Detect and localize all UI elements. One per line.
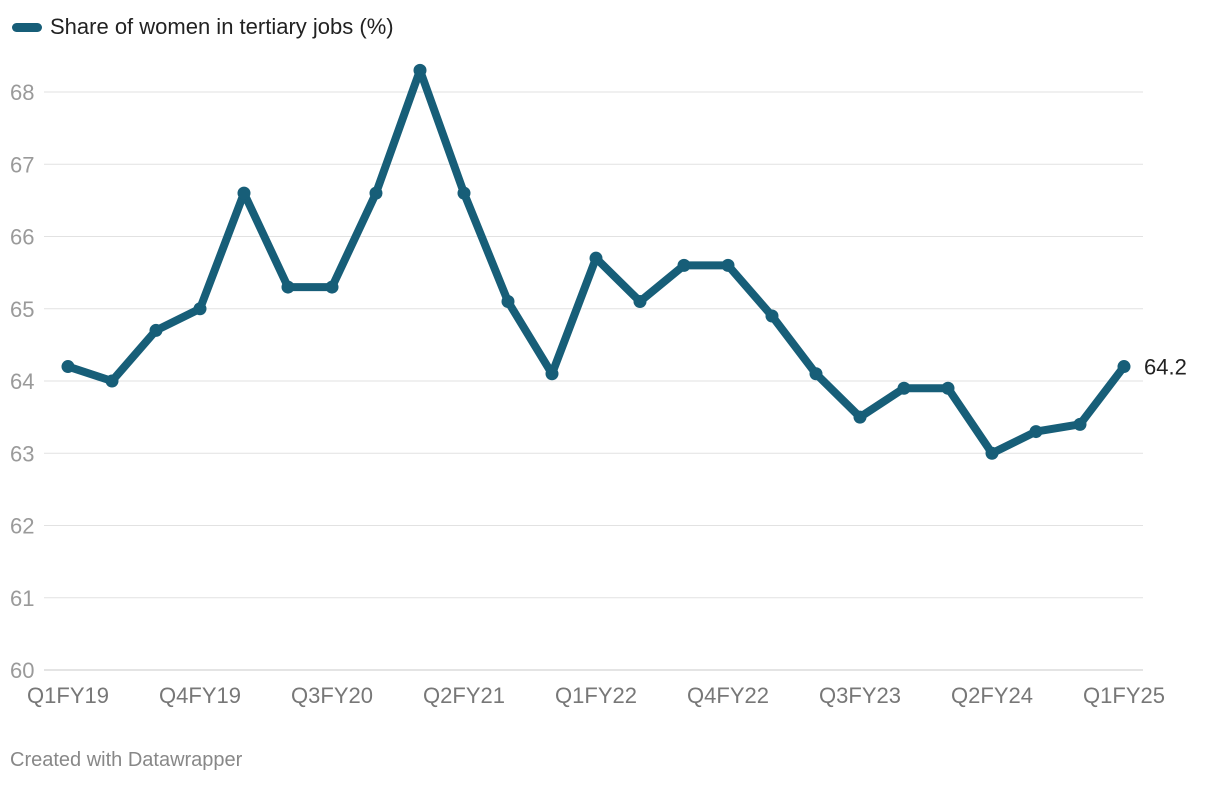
- data-point: [633, 295, 647, 309]
- data-point: [721, 258, 735, 272]
- legend-label: Share of women in tertiary jobs (%): [50, 14, 394, 39]
- data-point: [105, 374, 119, 388]
- x-tick-label: Q1FY22: [555, 683, 637, 708]
- x-tick-label: Q4FY22: [687, 683, 769, 708]
- data-point: [853, 410, 867, 424]
- data-point: [413, 63, 427, 77]
- data-point: [193, 302, 207, 316]
- x-tick-label: Q1FY25: [1083, 683, 1165, 708]
- legend-swatch: [12, 22, 42, 32]
- y-tick-label: 63: [10, 441, 34, 466]
- data-point: [765, 309, 779, 323]
- data-point: [1029, 425, 1043, 439]
- data-point: [589, 251, 603, 265]
- y-tick-label: 64: [10, 369, 34, 394]
- data-point: [501, 295, 515, 309]
- x-tick-label: Q3FY23: [819, 683, 901, 708]
- x-tick-label: Q3FY20: [291, 683, 373, 708]
- data-point: [941, 381, 955, 395]
- x-tick-label: Q2FY24: [951, 683, 1033, 708]
- y-tick-label: 68: [10, 80, 34, 105]
- y-tick-label: 60: [10, 658, 34, 683]
- data-point: [369, 186, 383, 200]
- data-point: [1117, 360, 1131, 374]
- data-point: [457, 186, 471, 200]
- x-tick-label: Q1FY19: [27, 683, 109, 708]
- data-point: [325, 280, 339, 294]
- data-point: [1073, 417, 1087, 431]
- data-point: [281, 280, 295, 294]
- data-point: [677, 258, 691, 272]
- y-tick-label: 66: [10, 225, 34, 250]
- end-value-label: 64.2: [1144, 355, 1187, 380]
- legend: Share of women in tertiary jobs (%): [12, 14, 394, 40]
- x-tick-label: Q2FY21: [423, 683, 505, 708]
- data-point: [149, 323, 163, 337]
- y-tick-label: 67: [10, 152, 34, 177]
- y-tick-label: 61: [10, 586, 34, 611]
- data-point: [237, 186, 251, 200]
- data-point: [897, 381, 911, 395]
- data-point: [61, 360, 75, 374]
- y-tick-label: 65: [10, 297, 34, 322]
- y-tick-label: 62: [10, 514, 34, 539]
- data-point: [985, 446, 999, 460]
- x-tick-label: Q4FY19: [159, 683, 241, 708]
- data-point: [545, 367, 559, 381]
- data-point: [809, 367, 823, 381]
- credit-text: Created with Datawrapper: [10, 749, 243, 771]
